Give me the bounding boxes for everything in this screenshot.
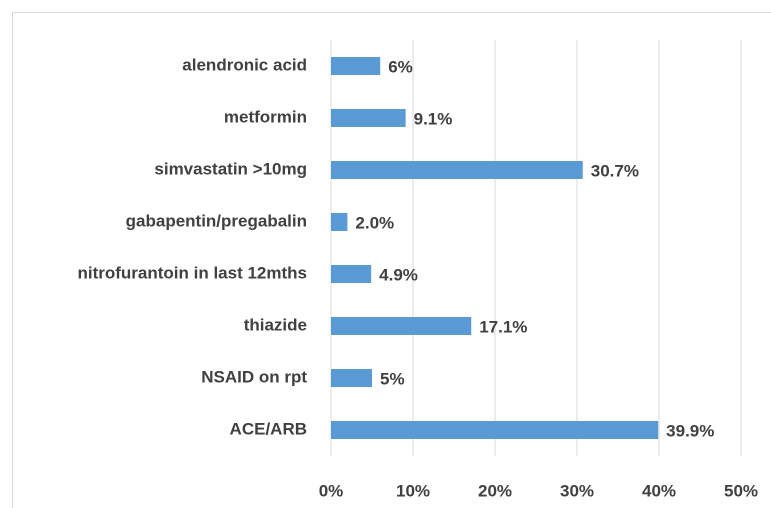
y-tick-label: simvastatin >10mg	[154, 159, 307, 178]
value-label: 2.0%	[355, 213, 394, 232]
bar	[331, 317, 472, 335]
bar	[331, 161, 583, 179]
y-tick-label: ACE/ARB	[230, 419, 307, 438]
bar	[331, 57, 381, 75]
bar	[331, 265, 372, 283]
y-tick-label: alendronic acid	[182, 55, 307, 74]
bar	[331, 109, 406, 127]
x-tick-label: 30%	[560, 481, 594, 500]
value-label: 17.1%	[479, 317, 527, 336]
value-label: 4.9%	[379, 265, 418, 284]
bar	[331, 421, 659, 439]
x-tick-label: 10%	[396, 481, 430, 500]
x-tick-label: 40%	[642, 481, 676, 500]
y-tick-label: NSAID on rpt	[201, 367, 307, 386]
x-tick-label: 0%	[319, 481, 344, 500]
y-tick-label: metformin	[224, 107, 307, 126]
value-label: 39.9%	[666, 421, 714, 440]
y-tick-label: thiazide	[244, 315, 307, 334]
x-tick-label: 50%	[724, 481, 758, 500]
value-label: 5%	[380, 369, 405, 388]
value-label: 9.1%	[414, 109, 453, 128]
x-tick-label: 20%	[478, 481, 512, 500]
chart-frame	[12, 12, 771, 508]
bar	[331, 369, 372, 387]
value-label: 6%	[388, 57, 413, 76]
value-label: 30.7%	[591, 161, 639, 180]
y-tick-label: gabapentin/pregabalin	[126, 211, 307, 230]
bar	[331, 213, 348, 231]
y-tick-label: nitrofurantoin in last 12mths	[77, 263, 307, 282]
